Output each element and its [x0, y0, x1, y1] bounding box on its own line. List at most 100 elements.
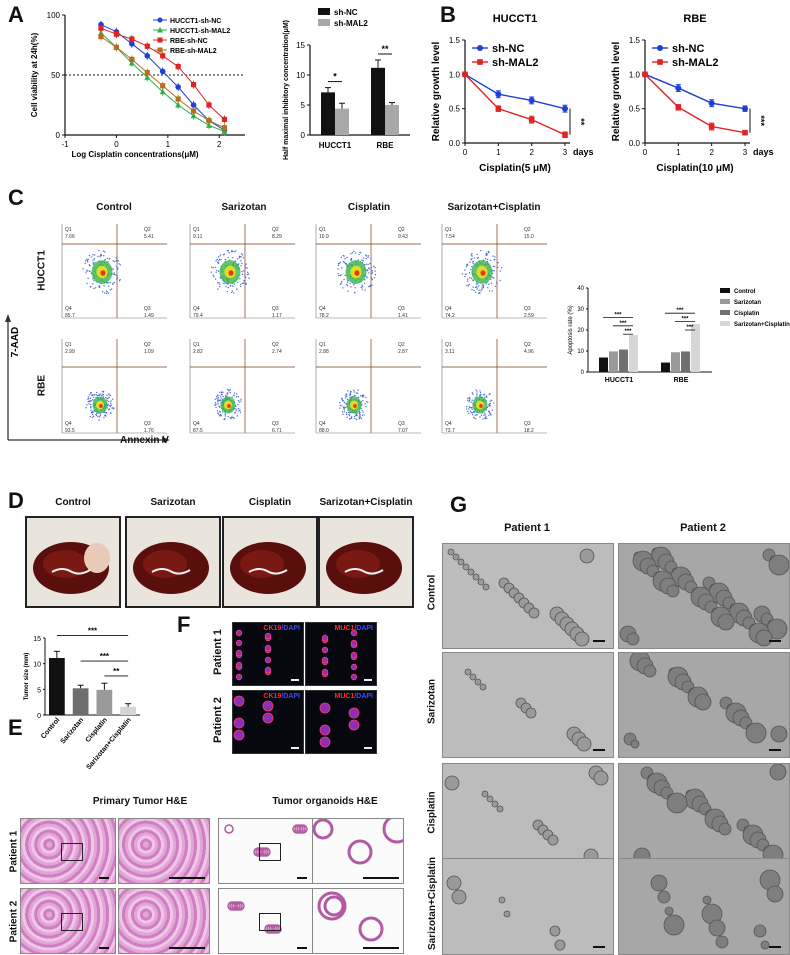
legend-entry: RBE-sh-NC	[170, 38, 208, 45]
data-point	[562, 131, 568, 138]
he-image	[218, 888, 314, 954]
liver-photo	[125, 516, 221, 608]
legend-entry: sh-MAL2	[334, 19, 368, 28]
x-tick-label: 2	[217, 140, 222, 149]
bar	[371, 67, 385, 135]
quadrant-name: Q4	[445, 306, 452, 312]
quadrant-value: 3.11	[445, 349, 455, 355]
x-axis-label: Cisplatin(5 μM)	[479, 163, 551, 174]
liver-condition-title: Cisplatin	[248, 497, 292, 508]
bar	[599, 357, 608, 372]
significance-mark: ***	[88, 626, 98, 635]
he-patient-label: Patient 1	[8, 830, 20, 873]
flow-x-axis-label: Annexin V	[120, 435, 169, 446]
if-cells-drawing	[319, 702, 360, 748]
ic50-bar-chart: 0 5 10 15 Half maximal inhibitory concentrat…	[283, 8, 410, 160]
quadrant-name: Q2	[272, 227, 279, 233]
organoid-drawing	[224, 824, 308, 857]
quadrant-name: Q3	[398, 421, 405, 427]
scale-bar	[769, 749, 781, 751]
chart-title: HUCCT1	[493, 13, 538, 25]
scale-bar	[593, 749, 605, 751]
y-axis-label: Relative growth level	[611, 42, 622, 142]
if-cells-drawing	[235, 629, 272, 681]
legend-entry: sh-NC	[672, 43, 704, 55]
data-point	[642, 71, 648, 78]
quadrant-value: 2.87	[398, 349, 408, 355]
x-tick-label: 0	[114, 140, 119, 149]
liver-photo	[222, 516, 318, 608]
y-tick-label: 10	[296, 71, 305, 80]
liver-photo	[25, 516, 121, 608]
brightfield-image	[618, 652, 790, 758]
data-point	[528, 116, 535, 123]
data-point	[708, 100, 715, 107]
organoids-drawing	[650, 869, 784, 950]
quadrant-value: 10.9	[319, 234, 329, 240]
x-unit-label: days	[753, 147, 774, 157]
data-point	[190, 108, 197, 114]
y-axis-label: Cell viability at 24h(%)	[30, 32, 39, 117]
y-tick-label: 10	[33, 662, 41, 669]
he-image	[218, 818, 314, 884]
quadrant-name: Q4	[319, 421, 326, 427]
x-axis-label: Log Cisplatin concentrations(μM)	[71, 150, 198, 159]
category-label: Cisplatin	[85, 717, 109, 744]
liver-condition-title: Control	[55, 497, 91, 508]
quadrant-value: 87.5	[193, 428, 203, 434]
quadrant-name: Q4	[65, 421, 72, 427]
quadrant-value: 2.88	[319, 349, 329, 355]
quadrant-name: Q4	[319, 306, 326, 312]
quadrant-name: Q1	[65, 342, 72, 348]
significance-mark: ***	[681, 317, 689, 323]
significance-mark: ***	[624, 329, 632, 335]
brightfield-image	[442, 858, 614, 955]
liver-drawing	[230, 542, 306, 594]
scale-bar	[593, 640, 605, 642]
x-tick-label: 1	[496, 148, 501, 157]
quadrant-value: 88.0	[319, 428, 329, 434]
y-tick-label: 0	[37, 713, 41, 720]
legend-entry: Sarizotan	[734, 300, 761, 306]
quadrant-value: 1.17	[272, 313, 282, 319]
quadrant-name: Q1	[319, 342, 326, 348]
liver-photo	[318, 516, 414, 608]
data-point	[190, 102, 197, 108]
data-point	[129, 56, 135, 62]
quadrant-value: 7.66	[65, 234, 75, 240]
marker-name: CK19	[263, 693, 282, 700]
series-line	[644, 73, 746, 110]
scale-bar	[364, 747, 372, 749]
marker-name: MUC1	[334, 693, 355, 700]
significance-mark: ***	[100, 652, 110, 661]
quadrant-value: 8.29	[272, 234, 282, 240]
liver-condition-title: Sarizotan	[150, 497, 196, 508]
quadrant-value: 1.09	[144, 349, 154, 355]
data-point	[675, 104, 682, 111]
x-tick-label: 2	[529, 148, 534, 157]
legend-entry: sh-MAL2	[492, 57, 538, 69]
data-point	[144, 70, 150, 76]
quadrant-value: 85.7	[65, 313, 75, 319]
significance-mark: ***	[614, 312, 622, 318]
significance-mark: **	[113, 667, 120, 676]
data-point	[495, 91, 502, 98]
data-point	[175, 64, 181, 70]
liver-drawing	[133, 542, 209, 594]
y-tick-label: 40	[577, 286, 584, 292]
quadrant-name: Q1	[445, 342, 452, 348]
if-stain-label: CK19/DAPI	[263, 625, 300, 632]
data-point	[206, 102, 212, 108]
quadrant-value: 2.99	[65, 349, 75, 355]
category-label: HUCCT1	[605, 377, 633, 384]
quadrant-name: Q4	[193, 306, 200, 312]
quadrant-value: 2.59	[524, 313, 534, 319]
organoids-drawing	[447, 548, 595, 647]
quadrant-value: 1.49	[144, 313, 154, 319]
if-patient-label: Patient 1	[212, 629, 224, 675]
scale-bar	[297, 877, 307, 879]
quadrant-name: Q1	[445, 227, 452, 233]
